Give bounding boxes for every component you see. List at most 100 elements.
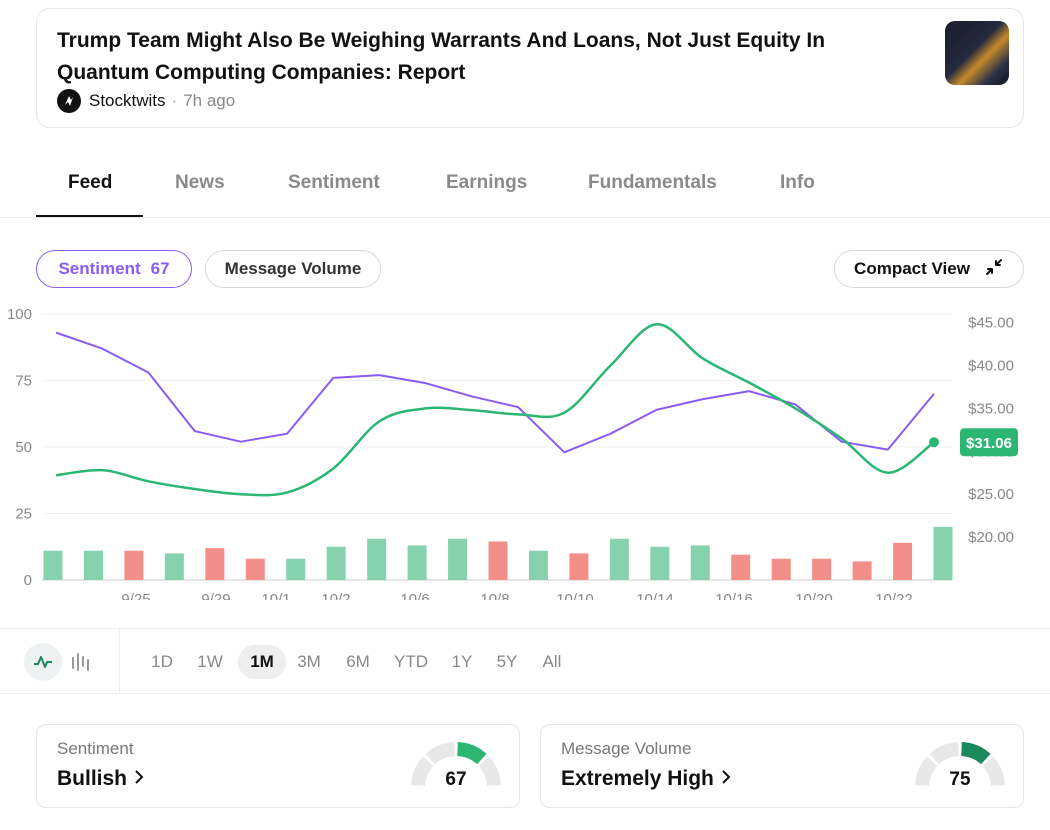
volume-bar xyxy=(124,550,144,580)
news-meta: Stocktwits · 7h ago xyxy=(57,89,235,113)
news-title[interactable]: Trump Team Might Also Be Weighing Warran… xyxy=(57,29,826,84)
range-1y[interactable]: 1Y xyxy=(451,652,473,671)
left-axis-tick: 100 xyxy=(7,306,32,323)
tab-news[interactable]: News xyxy=(175,172,225,193)
volume-bar xyxy=(43,550,63,580)
bar-chart-button[interactable] xyxy=(62,643,100,681)
message-volume-bars xyxy=(43,526,953,580)
tab-feed[interactable]: Feed xyxy=(68,172,113,193)
price-line xyxy=(55,323,935,497)
x-axis-tick: 10/14 xyxy=(636,591,674,600)
gauge-segment xyxy=(411,756,434,787)
volume-bar xyxy=(286,558,306,580)
volume-bar xyxy=(893,542,913,580)
left-axis-tick: 75 xyxy=(15,373,32,390)
sentiment-toggle-button[interactable]: Sentiment 67 xyxy=(36,250,192,288)
volume-bar xyxy=(367,538,387,580)
current-price-badge: $31.06 xyxy=(960,428,1018,457)
gauge-segment xyxy=(929,742,960,765)
x-axis-tick: 10/16 xyxy=(715,591,753,600)
volume-gauge-icon xyxy=(915,742,1005,787)
line-chart-icon xyxy=(34,656,52,668)
tab-bar: Feed News Sentiment Earnings Fundamental… xyxy=(0,160,1050,218)
sentiment-stat-label: Sentiment xyxy=(57,739,134,758)
volume-bar xyxy=(771,558,791,580)
range-all[interactable]: All xyxy=(542,652,562,671)
price-last-point xyxy=(929,437,939,448)
volume-bar xyxy=(488,541,508,580)
left-axis-tick: 25 xyxy=(15,506,32,523)
price-badge-text: $31.06 xyxy=(966,435,1012,452)
left-axis-tick: 0 xyxy=(24,572,32,589)
volume-bar xyxy=(245,558,265,580)
volume-bar xyxy=(933,526,953,580)
x-axis-ticks: 9/25 9/29 10/1 10/2 10/6 10/8 10/10 10/14 10/16 1… xyxy=(121,591,912,600)
price-badge-bg xyxy=(960,428,1018,457)
volume-stat-label: Message Volume xyxy=(561,739,692,758)
tab-sentiment[interactable]: Sentiment xyxy=(288,172,380,193)
range-1d[interactable]: 1D xyxy=(151,652,173,671)
volume-bar xyxy=(609,538,629,580)
gauge-segment xyxy=(456,742,487,765)
range-divider xyxy=(119,629,120,693)
x-axis-tick: 9/29 xyxy=(201,591,230,600)
volume-bar xyxy=(83,550,103,580)
volume-bar xyxy=(812,558,832,580)
right-axis-tick: $40.00 xyxy=(968,357,1014,374)
collapse-arrows-icon xyxy=(984,257,1004,282)
left-axis-ticks: 100 75 50 25 0 xyxy=(7,306,32,589)
message-volume-toggle-label: Message Volume xyxy=(224,259,362,278)
chart-grid xyxy=(42,313,952,581)
sentiment-stat-value: Bullish xyxy=(57,767,145,791)
sentiment-stat-card[interactable]: Sentiment Bullish 67 xyxy=(36,724,520,808)
sentiment-score: 67 xyxy=(445,769,467,790)
news-separator: · xyxy=(171,91,178,110)
sentiment-gauge-icon xyxy=(411,742,501,787)
x-axis-tick: 10/6 xyxy=(400,591,429,600)
tab-info[interactable]: Info xyxy=(780,172,815,193)
chevron-right-icon xyxy=(720,767,732,790)
sentiment-toggle-value: 67 xyxy=(150,259,170,278)
volume-bar xyxy=(326,546,346,580)
candlestick-icon xyxy=(72,653,89,671)
compact-view-button[interactable]: Compact View xyxy=(834,250,1024,288)
range-1w[interactable]: 1W xyxy=(197,652,223,671)
x-axis-tick: 10/10 xyxy=(556,591,594,600)
news-card[interactable]: Trump Team Might Also Be Weighing Warran… xyxy=(36,8,1024,128)
range-6m[interactable]: 6M xyxy=(346,652,370,671)
volume-bar xyxy=(448,538,468,580)
gauge-segment xyxy=(982,756,1005,787)
right-axis-tick: $20.00 xyxy=(968,529,1014,546)
volume-stat-value: Extremely High xyxy=(561,767,732,791)
tab-earnings[interactable]: Earnings xyxy=(446,172,528,193)
range-3m[interactable]: 3M xyxy=(297,652,321,671)
volume-bar xyxy=(164,553,184,580)
x-axis-tick: 10/20 xyxy=(795,591,833,600)
range-5y[interactable]: 5Y xyxy=(496,652,518,671)
tab-fundamentals[interactable]: Fundamentals xyxy=(588,172,717,193)
gauge-segment xyxy=(425,742,456,765)
sentiment-toggle-label: Sentiment xyxy=(58,259,141,278)
volume-bar xyxy=(205,548,225,580)
chevron-right-icon xyxy=(133,767,145,790)
x-axis-tick: 9/25 xyxy=(121,591,150,600)
volume-bar xyxy=(852,561,872,580)
compact-view-label: Compact View xyxy=(854,259,970,278)
line-chart-button[interactable] xyxy=(24,643,62,681)
range-ytd[interactable]: YTD xyxy=(394,652,428,671)
news-thumbnail[interactable] xyxy=(945,21,1009,85)
news-source: Stocktwits xyxy=(89,91,166,110)
message-volume-stat-card[interactable]: Message Volume Extremely High 75 xyxy=(540,724,1024,808)
gauge-segment xyxy=(960,742,991,765)
left-axis-tick: 50 xyxy=(15,439,32,456)
right-axis-tick: $35.00 xyxy=(968,400,1014,417)
range-toolbar: 1D 1W 1M 3M 6M YTD 1Y 5Y All xyxy=(0,628,1050,694)
chart-lines xyxy=(55,323,939,497)
range-1m[interactable]: 1M xyxy=(238,645,286,679)
x-axis-tick: 10/22 xyxy=(875,591,913,600)
message-volume-toggle-button[interactable]: Message Volume xyxy=(205,250,381,288)
gauge-segment xyxy=(915,756,938,787)
volume-bar xyxy=(690,545,710,580)
volume-score: 75 xyxy=(949,769,971,790)
